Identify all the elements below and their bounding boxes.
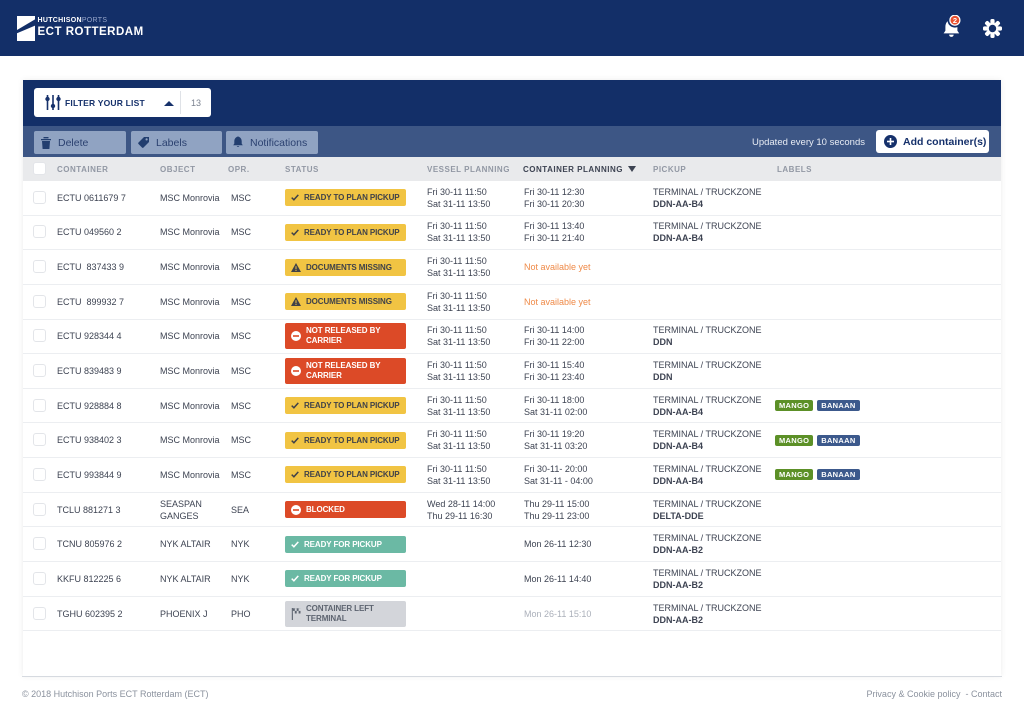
svg-text:2: 2 <box>953 16 957 25</box>
